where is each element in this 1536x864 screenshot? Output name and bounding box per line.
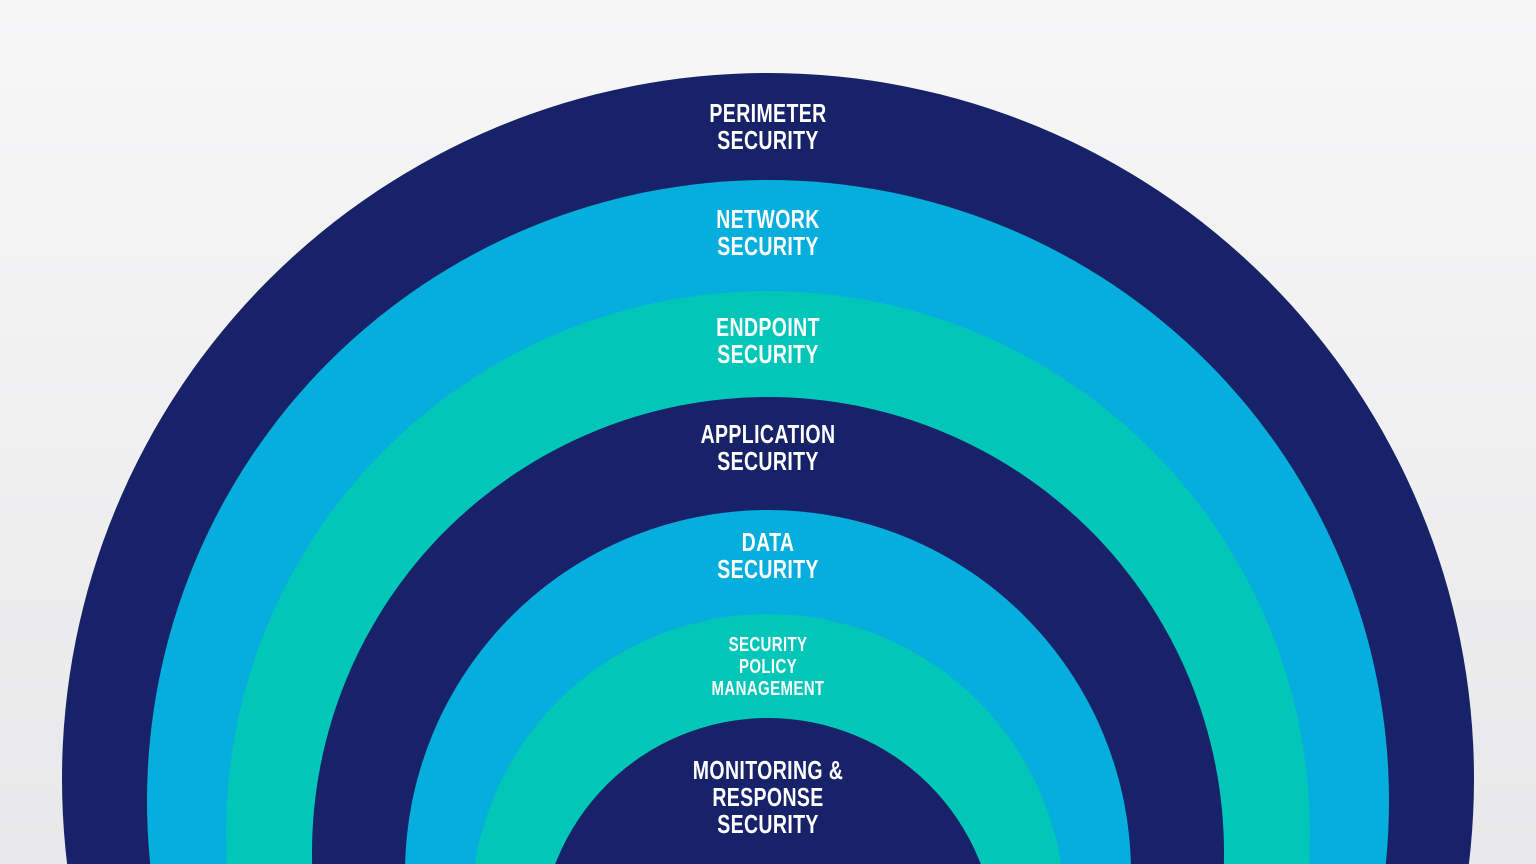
label-monitoring-response-security: MONITORING & RESPONSE SECURITY <box>692 755 844 839</box>
label-network-security: NETWORK SECURITY <box>716 204 820 261</box>
label-endpoint-security: ENDPOINT SECURITY <box>716 312 820 369</box>
label-security-policy-management: SECURITY POLICY MANAGEMENT <box>711 634 825 700</box>
label-data-security: DATA SECURITY <box>717 527 819 584</box>
label-perimeter-security: PERIMETER SECURITY <box>709 98 827 155</box>
label-application-security: APPLICATION SECURITY <box>700 419 836 476</box>
